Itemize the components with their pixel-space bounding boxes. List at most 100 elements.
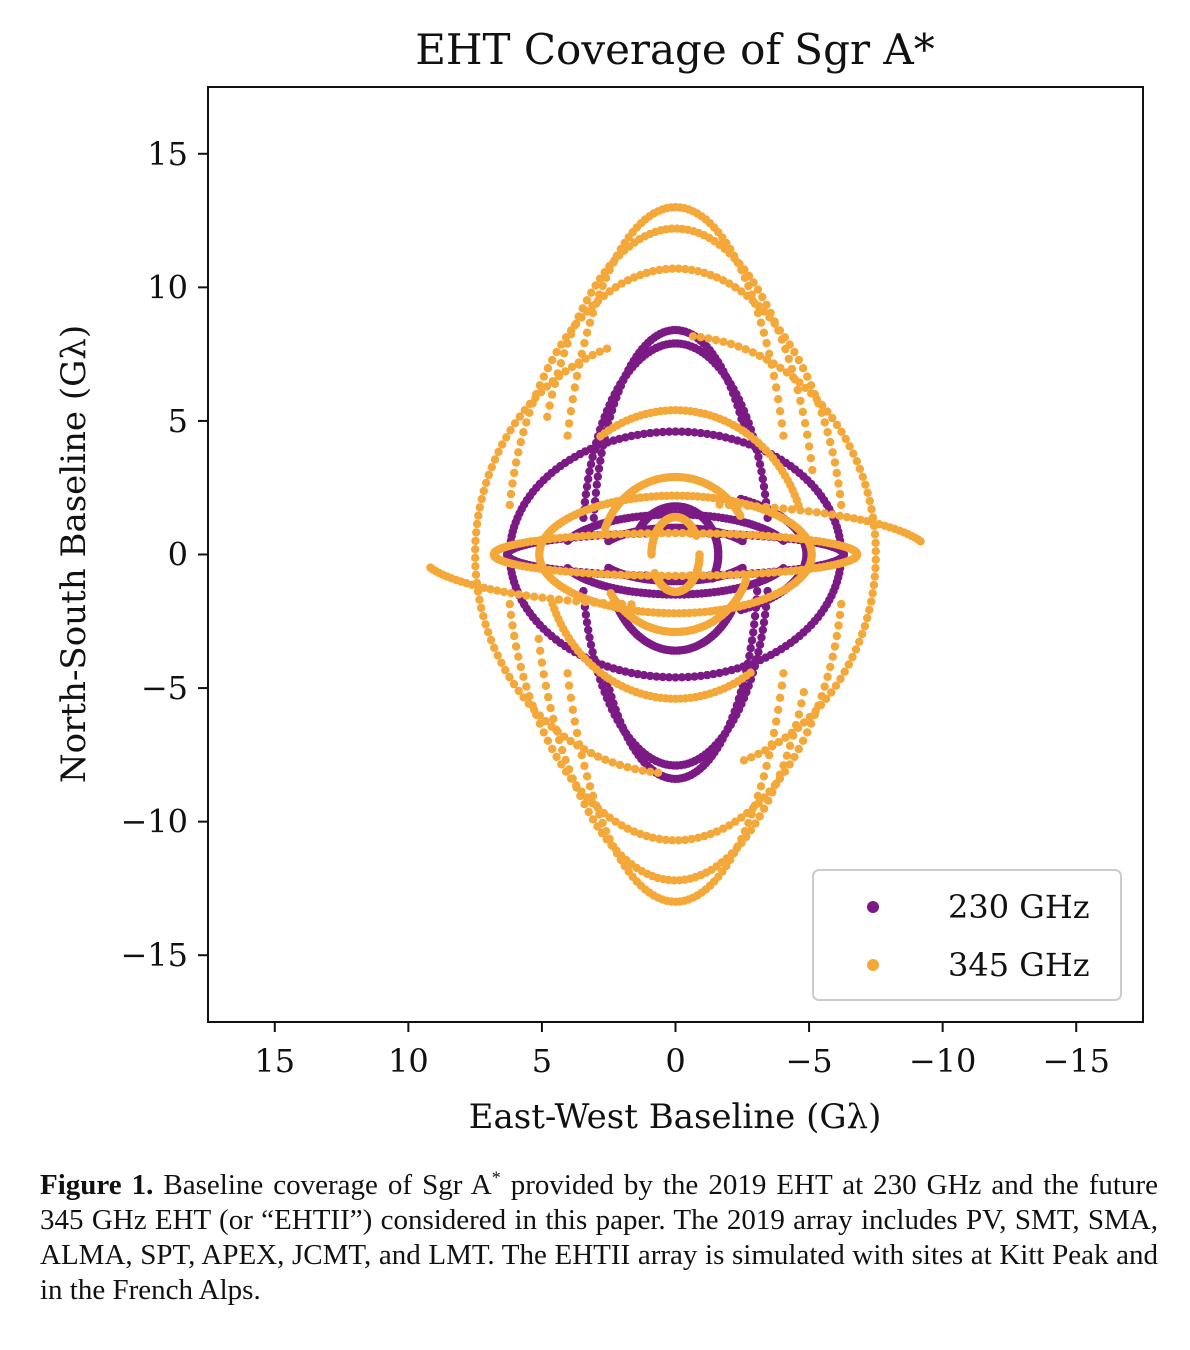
data-point — [623, 824, 633, 833]
data-point — [718, 276, 728, 285]
data-point — [598, 281, 607, 291]
data-point — [753, 586, 762, 596]
legend-marker-345ghz — [867, 959, 879, 971]
data-point — [754, 452, 763, 462]
uv-track — [471, 344, 663, 777]
data-point — [684, 672, 693, 682]
data-point — [636, 829, 645, 839]
uv-track — [548, 599, 755, 703]
data-point — [803, 430, 812, 439]
data-point — [566, 693, 576, 702]
data-point — [577, 313, 586, 322]
uv-track — [715, 500, 925, 546]
data-point — [765, 787, 774, 796]
data-point — [542, 382, 552, 391]
data-point — [744, 418, 753, 428]
data-point — [580, 497, 590, 507]
uv-track — [601, 472, 745, 533]
data-point — [678, 571, 687, 581]
data-point — [605, 287, 614, 296]
data-point — [860, 621, 870, 631]
data-point — [699, 571, 708, 580]
data-point — [775, 774, 785, 783]
data-point — [574, 358, 583, 367]
data-point — [652, 672, 661, 681]
data-point — [648, 267, 658, 276]
data-point — [758, 474, 767, 484]
data-point — [584, 474, 593, 484]
data-point — [566, 326, 576, 335]
data-point — [750, 620, 759, 629]
data-point — [615, 760, 625, 770]
data-point — [597, 569, 606, 579]
data-point — [849, 449, 858, 458]
data-point — [591, 281, 600, 290]
data-point — [841, 434, 850, 444]
data-point — [584, 569, 593, 578]
data-point — [735, 259, 744, 268]
data-point — [826, 662, 835, 672]
data-point — [472, 519, 482, 529]
data-point — [794, 744, 803, 754]
data-point — [580, 761, 589, 771]
data-point — [757, 633, 766, 642]
data-point — [798, 736, 808, 745]
data-point — [490, 643, 499, 652]
data-point — [745, 651, 754, 661]
data-point — [643, 571, 652, 580]
data-point — [582, 482, 592, 491]
data-point — [552, 347, 561, 357]
x-tick-label: 0 — [665, 1042, 685, 1080]
data-point — [769, 371, 779, 381]
data-point — [794, 355, 803, 365]
data-point — [519, 693, 528, 702]
data-point — [837, 599, 846, 609]
data-point — [595, 347, 604, 356]
data-point — [522, 682, 531, 691]
data-point — [505, 599, 514, 609]
data-point — [524, 699, 533, 708]
x-tick-label: 15 — [254, 1042, 295, 1080]
legend-box — [812, 869, 1122, 1001]
data-point — [709, 669, 718, 679]
data-point — [798, 407, 807, 417]
data-point — [664, 528, 673, 538]
data-point — [806, 454, 815, 463]
data-point — [588, 350, 597, 360]
data-point — [530, 705, 539, 714]
data-point — [630, 764, 640, 774]
data-point — [827, 688, 836, 697]
data-point — [514, 448, 523, 457]
data-point — [784, 354, 793, 364]
data-point — [779, 669, 788, 678]
data-point — [612, 846, 621, 855]
data-point — [868, 589, 877, 598]
data-point — [629, 273, 639, 282]
data-point — [588, 815, 598, 824]
data-point — [690, 428, 699, 437]
data-point — [759, 804, 769, 813]
data-point — [731, 817, 740, 826]
data-point — [706, 829, 715, 839]
data-point — [737, 838, 746, 847]
data-point — [611, 283, 620, 292]
data-point — [538, 593, 547, 602]
data-point — [636, 571, 646, 580]
uv-track — [489, 528, 680, 581]
data-point — [639, 429, 649, 439]
data-point — [769, 728, 779, 738]
data-point — [828, 413, 837, 423]
data-point — [719, 529, 728, 539]
data-point — [837, 500, 846, 510]
data-point — [779, 504, 788, 513]
data-point — [736, 511, 745, 520]
data-point — [568, 395, 577, 404]
data-point — [826, 437, 835, 447]
data-point — [684, 427, 693, 437]
data-point — [725, 821, 734, 830]
data-point — [772, 717, 781, 726]
data-point — [570, 717, 579, 726]
data-point — [548, 377, 558, 386]
data-point — [499, 587, 509, 597]
data-point — [861, 480, 870, 489]
